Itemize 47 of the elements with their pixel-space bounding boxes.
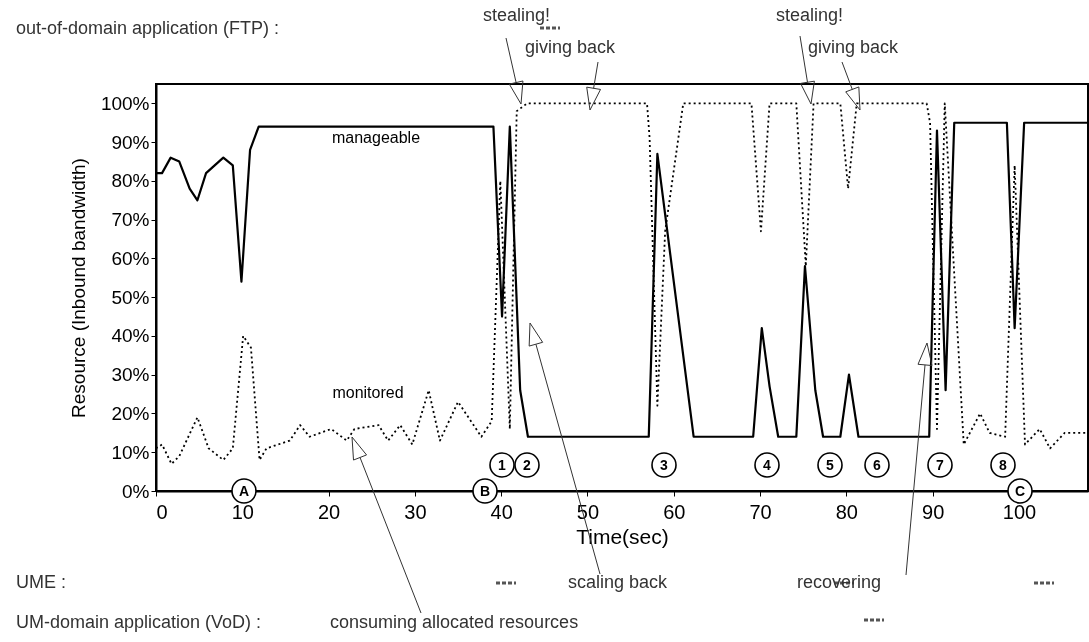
y-tick-label: 20% (111, 402, 150, 424)
text: giving back (525, 37, 616, 57)
y-tick-label: 90% (111, 131, 150, 153)
y-axis-title: Resource (Inbound bandwidth) (67, 158, 89, 418)
x-tick-label: 20 (317, 500, 341, 523)
annotation: A (238, 483, 250, 499)
text: out-of-domain application (FTP) : (16, 18, 280, 38)
y-tick-label: 30% (111, 364, 150, 386)
annotation: 3 (660, 457, 669, 473)
annotation: 4 (763, 457, 772, 473)
x-tick-label: 30 (404, 500, 427, 523)
text: stealing! (776, 5, 844, 25)
x-axis-title: Time(sec) (576, 524, 669, 548)
annotation: 7 (936, 457, 945, 473)
text: UM-domain application (VoD) : (16, 612, 262, 632)
text: giving back (808, 37, 899, 57)
annotation: 2 (523, 457, 532, 473)
text: consuming allocated resources (330, 612, 579, 632)
x-tick-label: 50 (576, 500, 600, 523)
y-tick-label: 70% (111, 209, 150, 231)
annotation: B (479, 483, 491, 499)
annotation: 8 (999, 457, 1008, 473)
x-tick-label: 100 (1002, 500, 1037, 523)
text: stealing! (483, 5, 551, 25)
x-tick-label: 90 (922, 500, 945, 523)
y-tick-label: 50% (111, 286, 150, 308)
y-tick-label: 0% (122, 480, 150, 502)
x-tick-label: 0 (156, 500, 168, 523)
y-tick-label: 40% (111, 325, 150, 347)
y-tick-label: 100% (100, 92, 150, 114)
annotation: C (1014, 483, 1026, 499)
x-tick-label: 80 (835, 500, 858, 523)
text: recovering (797, 572, 882, 592)
text: scaling back (568, 572, 668, 592)
series-label: monitored (332, 384, 404, 401)
annotation: 5 (826, 457, 835, 473)
y-tick-label: 80% (111, 170, 150, 192)
x-tick-label: 40 (490, 500, 513, 523)
annotation: 1 (498, 457, 507, 473)
annotation: 6 (873, 457, 882, 473)
x-tick-label: 60 (663, 500, 686, 523)
y-tick-label: 60% (111, 247, 150, 269)
x-tick-label: 10 (231, 500, 254, 523)
y-tick-label: 10% (111, 441, 150, 463)
series-label: manageable (331, 129, 421, 146)
text: UME : (16, 572, 67, 592)
x-tick-label: 70 (749, 500, 772, 523)
